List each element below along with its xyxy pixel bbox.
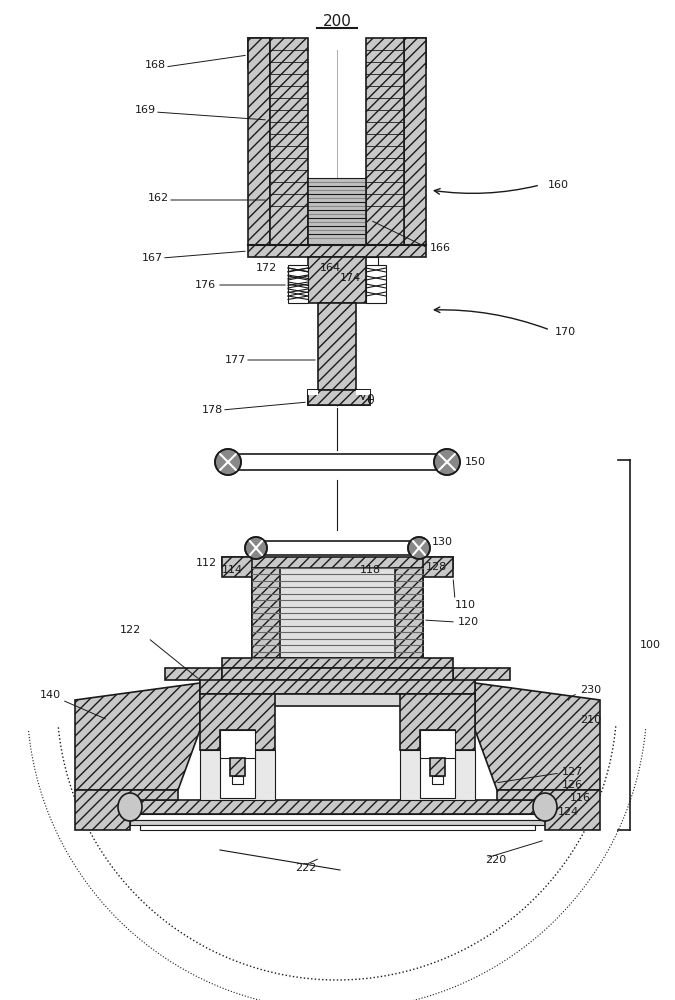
Text: 166: 166	[430, 243, 451, 253]
Ellipse shape	[533, 793, 557, 821]
Bar	[130, 814, 545, 820]
Polygon shape	[308, 390, 370, 405]
Polygon shape	[366, 38, 404, 245]
Text: 162: 162	[148, 193, 169, 203]
Text: 114: 114	[222, 565, 243, 575]
Polygon shape	[318, 303, 356, 390]
Polygon shape	[248, 38, 270, 245]
Text: 178: 178	[202, 405, 223, 415]
Bar	[222, 557, 252, 577]
Polygon shape	[356, 390, 370, 395]
Text: 200: 200	[323, 14, 352, 29]
Text: 220: 220	[485, 855, 506, 865]
Bar	[420, 730, 455, 758]
Bar	[420, 752, 455, 798]
Text: 170: 170	[555, 327, 576, 337]
Bar	[432, 776, 443, 784]
Bar	[130, 820, 545, 825]
Text: 169: 169	[135, 105, 156, 115]
Text: 116: 116	[570, 793, 591, 803]
Bar	[400, 750, 475, 800]
Text: 167: 167	[142, 253, 163, 263]
Bar	[252, 568, 423, 658]
Polygon shape	[404, 38, 426, 68]
Bar	[140, 825, 535, 830]
Bar	[222, 668, 453, 680]
Polygon shape	[270, 38, 308, 245]
Polygon shape	[75, 668, 222, 790]
Bar	[230, 758, 245, 776]
Bar	[308, 38, 366, 218]
Bar	[308, 390, 370, 405]
Text: 140: 140	[40, 690, 61, 700]
Text: 230: 230	[580, 685, 601, 695]
Polygon shape	[200, 694, 275, 750]
Bar	[248, 245, 426, 257]
Polygon shape	[308, 390, 366, 405]
Bar	[222, 557, 453, 568]
Polygon shape	[308, 257, 366, 303]
Bar	[430, 758, 445, 776]
Polygon shape	[75, 790, 178, 830]
Polygon shape	[400, 694, 475, 750]
Text: 210: 210	[580, 715, 601, 725]
Ellipse shape	[118, 793, 142, 821]
Text: 110: 110	[455, 600, 476, 610]
Ellipse shape	[245, 537, 267, 559]
Text: 122: 122	[120, 625, 141, 635]
Text: 172: 172	[256, 263, 277, 273]
Bar	[200, 694, 475, 706]
Polygon shape	[252, 568, 280, 658]
Text: 168: 168	[145, 60, 166, 70]
Bar	[130, 800, 545, 814]
Polygon shape	[497, 790, 600, 830]
Text: 124: 124	[558, 807, 579, 817]
Bar	[200, 750, 275, 800]
Bar	[423, 557, 453, 577]
Text: 127: 127	[562, 767, 583, 777]
Text: 177: 177	[225, 355, 246, 365]
Bar	[220, 730, 255, 758]
Bar	[225, 454, 450, 470]
Text: 222: 222	[295, 863, 317, 873]
Polygon shape	[453, 668, 600, 790]
Text: 100: 100	[640, 640, 661, 650]
Bar	[253, 541, 422, 555]
Text: 118: 118	[360, 565, 381, 575]
Polygon shape	[308, 390, 318, 395]
Text: 112: 112	[196, 558, 217, 568]
Bar	[222, 658, 453, 668]
Ellipse shape	[408, 537, 430, 559]
Polygon shape	[404, 38, 426, 245]
Text: 128: 128	[426, 562, 448, 572]
Polygon shape	[288, 265, 308, 303]
Bar	[200, 680, 475, 694]
Text: 164: 164	[320, 263, 341, 273]
Ellipse shape	[434, 449, 460, 475]
Ellipse shape	[215, 449, 241, 475]
Bar	[308, 178, 366, 245]
Bar	[232, 776, 243, 784]
Polygon shape	[248, 38, 270, 68]
Text: 150: 150	[465, 457, 486, 467]
Bar	[220, 752, 255, 798]
Text: θ: θ	[366, 393, 374, 406]
Text: 160: 160	[548, 180, 569, 190]
Text: 130: 130	[432, 537, 453, 547]
Polygon shape	[395, 568, 423, 658]
Text: 176: 176	[195, 280, 216, 290]
Polygon shape	[366, 265, 386, 303]
Text: 126: 126	[562, 780, 583, 790]
Text: 174: 174	[340, 273, 361, 283]
Text: 120: 120	[458, 617, 479, 627]
